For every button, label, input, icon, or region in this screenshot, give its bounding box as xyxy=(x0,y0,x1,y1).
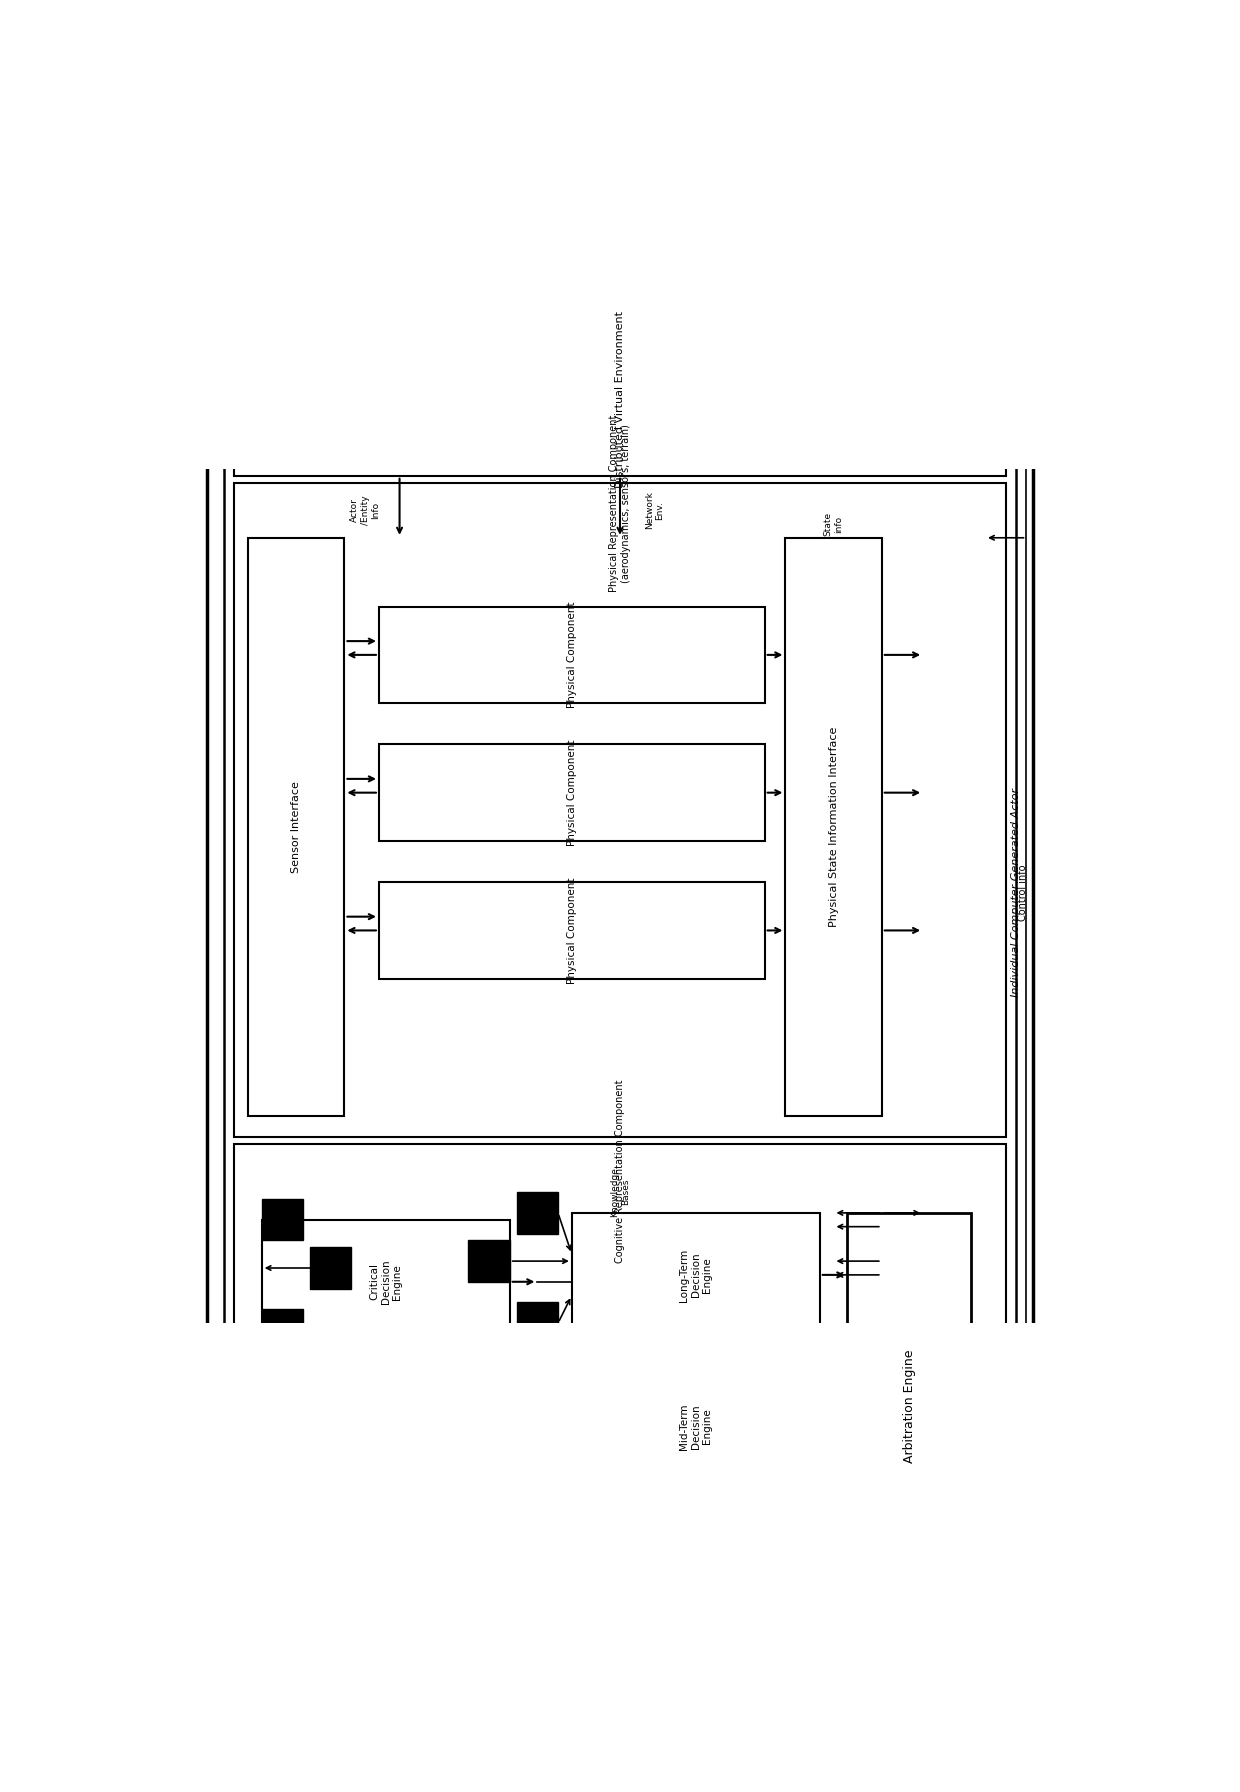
Polygon shape xyxy=(379,607,765,702)
Text: Actor
/Entity
Info: Actor /Entity Info xyxy=(350,495,379,525)
Text: Long-Term
Decision
Engine: Long-Term Decision Engine xyxy=(680,1249,712,1301)
Polygon shape xyxy=(234,1143,1006,1625)
Polygon shape xyxy=(785,538,882,1116)
Text: Critical
Decision
Engine: Critical Decision Engine xyxy=(370,1260,402,1305)
Polygon shape xyxy=(207,290,1033,1495)
Polygon shape xyxy=(469,1240,510,1281)
Text: Physical Component: Physical Component xyxy=(567,740,577,846)
Text: Physical State Information Interface: Physical State Information Interface xyxy=(828,728,838,926)
Polygon shape xyxy=(310,1247,351,1288)
Polygon shape xyxy=(379,744,765,840)
Polygon shape xyxy=(262,1310,303,1351)
Text: Knowledge
Bases: Knowledge Bases xyxy=(610,1167,630,1217)
Text: Control info: Control info xyxy=(1018,864,1028,921)
Text: Distributed Virtual Environment: Distributed Virtual Environment xyxy=(615,312,625,489)
Polygon shape xyxy=(379,882,765,978)
Polygon shape xyxy=(517,1344,558,1385)
Text: Physical Component: Physical Component xyxy=(567,602,577,708)
Polygon shape xyxy=(234,324,1006,477)
Text: Sensor Interface: Sensor Interface xyxy=(291,781,301,873)
Polygon shape xyxy=(469,1392,510,1434)
Text: Mid-Term
Decision
Engine: Mid-Term Decision Engine xyxy=(680,1403,712,1450)
Polygon shape xyxy=(224,310,1016,1475)
Polygon shape xyxy=(248,538,345,1116)
Polygon shape xyxy=(572,1213,820,1337)
Polygon shape xyxy=(517,1303,558,1344)
Text: Physical Component: Physical Component xyxy=(567,878,577,984)
Polygon shape xyxy=(262,1220,510,1344)
Polygon shape xyxy=(234,482,1006,1138)
Polygon shape xyxy=(517,1192,558,1233)
Text: Arbitration Engine: Arbitration Engine xyxy=(903,1349,916,1462)
Text: State
info: State info xyxy=(823,513,843,536)
Text: Network
Env.: Network Env. xyxy=(645,491,665,529)
Text: Physical Representation Component
(aerodynamics, sensors, terrain): Physical Representation Component (aerod… xyxy=(609,414,631,591)
Text: Individual Computer Generated Actor: Individual Computer Generated Actor xyxy=(1011,788,1021,996)
Text: Cognitive Representation Component: Cognitive Representation Component xyxy=(615,1081,625,1263)
Polygon shape xyxy=(847,1213,971,1598)
Polygon shape xyxy=(262,1199,303,1240)
Polygon shape xyxy=(572,1364,820,1489)
